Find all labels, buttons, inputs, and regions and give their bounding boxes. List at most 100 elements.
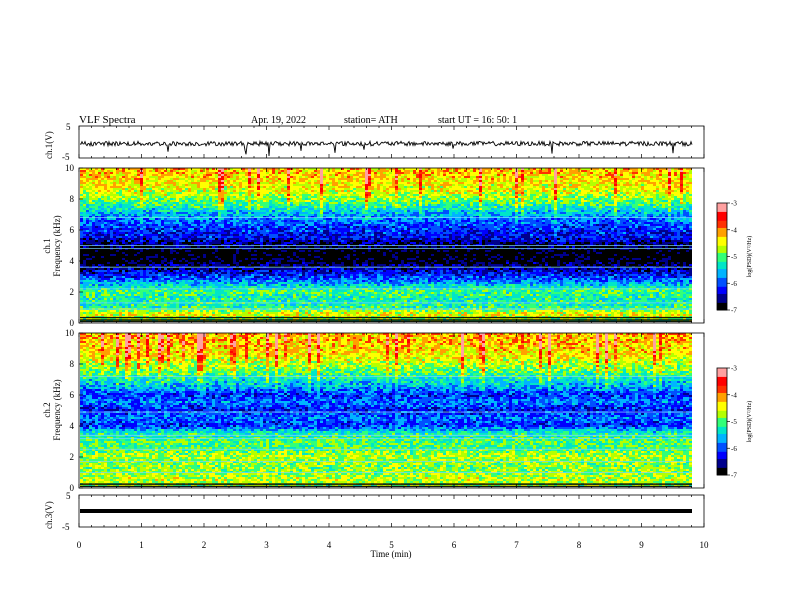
spectrogram-cell bbox=[86, 274, 89, 276]
spectrogram-cell bbox=[245, 174, 248, 176]
spectrogram-cell bbox=[194, 228, 197, 230]
spectrogram-cell bbox=[185, 234, 188, 236]
spectrogram-cell bbox=[224, 274, 227, 276]
spectrogram-cell bbox=[86, 182, 89, 184]
spectrogram-cell bbox=[170, 238, 173, 240]
spectrogram-cell bbox=[140, 234, 143, 236]
spectrogram-cell bbox=[131, 286, 134, 288]
spectrogram-cell bbox=[200, 246, 203, 248]
spectrogram-cell bbox=[155, 278, 158, 280]
spectrogram-cell bbox=[245, 306, 248, 308]
spectrogram-cell bbox=[119, 208, 122, 210]
spectrogram-cell bbox=[191, 268, 194, 270]
spectrogram-cell bbox=[254, 268, 257, 270]
spectrogram-cell bbox=[215, 282, 218, 284]
spectrogram-cell bbox=[140, 188, 143, 190]
spectrogram-cell bbox=[191, 246, 194, 248]
spectrogram-cell bbox=[116, 232, 119, 234]
spectrogram-cell bbox=[242, 226, 245, 228]
spectrogram-cell bbox=[194, 264, 197, 266]
spectrogram-cell bbox=[233, 224, 236, 226]
spectrogram-cell bbox=[107, 186, 110, 188]
spectrogram-cell bbox=[116, 174, 119, 176]
spectrogram-cell bbox=[185, 264, 188, 266]
spectrogram-cell bbox=[119, 192, 122, 194]
spectrogram-cell bbox=[233, 218, 236, 220]
spectrogram-cell bbox=[188, 208, 191, 210]
spectrogram-cell bbox=[251, 182, 254, 184]
spectrogram-cell bbox=[104, 256, 107, 258]
spectrogram-cell bbox=[101, 286, 104, 288]
spectrogram-cell bbox=[236, 260, 239, 262]
spectrogram-cell bbox=[128, 282, 131, 284]
spectrogram-cell bbox=[221, 188, 224, 190]
spectrogram-cell bbox=[197, 278, 200, 280]
spectrogram-cell bbox=[122, 252, 125, 254]
spectrogram-cell bbox=[158, 296, 161, 298]
spectrogram-cell bbox=[272, 274, 275, 276]
spectrogram-cell bbox=[140, 258, 143, 260]
spectrogram-cell bbox=[209, 188, 212, 190]
spectrogram-cell bbox=[239, 310, 242, 312]
spectrogram-cell bbox=[224, 264, 227, 266]
spectrogram-cell bbox=[260, 180, 263, 182]
spectrogram-cell bbox=[239, 234, 242, 236]
spectrogram-cell bbox=[92, 262, 95, 264]
spectrogram-cell bbox=[128, 238, 131, 240]
spectrogram-cell bbox=[155, 286, 158, 288]
spectrogram-cell bbox=[248, 200, 251, 202]
spectrogram-cell bbox=[119, 246, 122, 248]
spectrogram-cell bbox=[260, 232, 263, 234]
spectrogram-cell bbox=[266, 232, 269, 234]
spectrogram-cell bbox=[176, 270, 179, 272]
spectrogram-cell bbox=[146, 314, 149, 316]
spectrogram-cell bbox=[176, 278, 179, 280]
spectrogram-cell bbox=[230, 186, 233, 188]
spectrogram-cell bbox=[92, 240, 95, 242]
spectrogram-cell bbox=[173, 268, 176, 270]
spectrogram-cell bbox=[239, 306, 242, 308]
spectrogram-cell bbox=[113, 226, 116, 228]
spectrogram-cell bbox=[200, 314, 203, 316]
spectrogram-cell bbox=[212, 278, 215, 280]
spectrogram-cell bbox=[86, 194, 89, 196]
spectrogram-cell bbox=[134, 174, 137, 176]
spectrogram-cell bbox=[137, 270, 140, 272]
spectrogram-cell bbox=[209, 254, 212, 256]
spectrogram-cell bbox=[155, 212, 158, 214]
spectrogram-cell bbox=[161, 280, 164, 282]
spectrogram-cell bbox=[257, 260, 260, 262]
spectrogram-cell bbox=[224, 228, 227, 230]
spectrogram-cell bbox=[149, 256, 152, 258]
spectrogram-cell bbox=[239, 260, 242, 262]
spectrogram-cell bbox=[233, 204, 236, 206]
spectrogram-cell bbox=[116, 202, 119, 204]
spectrogram-cell bbox=[242, 292, 245, 294]
spectrogram-cell bbox=[239, 254, 242, 256]
spectrogram-cell bbox=[170, 292, 173, 294]
spectrogram-cell bbox=[146, 226, 149, 228]
spectrogram-cell bbox=[203, 280, 206, 282]
spectrogram-cell bbox=[113, 276, 116, 278]
spectrogram-cell bbox=[122, 242, 125, 244]
spectrogram-cell bbox=[113, 290, 116, 292]
spectrogram-cell bbox=[119, 282, 122, 284]
spectrogram-cell bbox=[95, 276, 98, 278]
spectrogram-cell bbox=[191, 270, 194, 272]
spectrogram-cell bbox=[245, 252, 248, 254]
spectrogram-cell bbox=[245, 220, 248, 222]
spectrogram-cell bbox=[119, 172, 122, 174]
spectrogram-cell bbox=[104, 206, 107, 208]
spectrogram-cell bbox=[158, 204, 161, 206]
spectrogram-cell bbox=[89, 218, 92, 220]
spectrogram-cell bbox=[257, 268, 260, 270]
spectrogram-cell bbox=[224, 220, 227, 222]
spectrogram-cell bbox=[191, 176, 194, 178]
spectrogram-cell bbox=[230, 184, 233, 186]
spectrogram-cell bbox=[143, 176, 146, 178]
spectrogram-cell bbox=[245, 184, 248, 186]
ch1-spectrogram-image bbox=[80, 168, 704, 323]
spectrogram-cell bbox=[95, 234, 98, 236]
spectrogram-cell bbox=[269, 230, 272, 232]
spectrogram-cell bbox=[209, 292, 212, 294]
